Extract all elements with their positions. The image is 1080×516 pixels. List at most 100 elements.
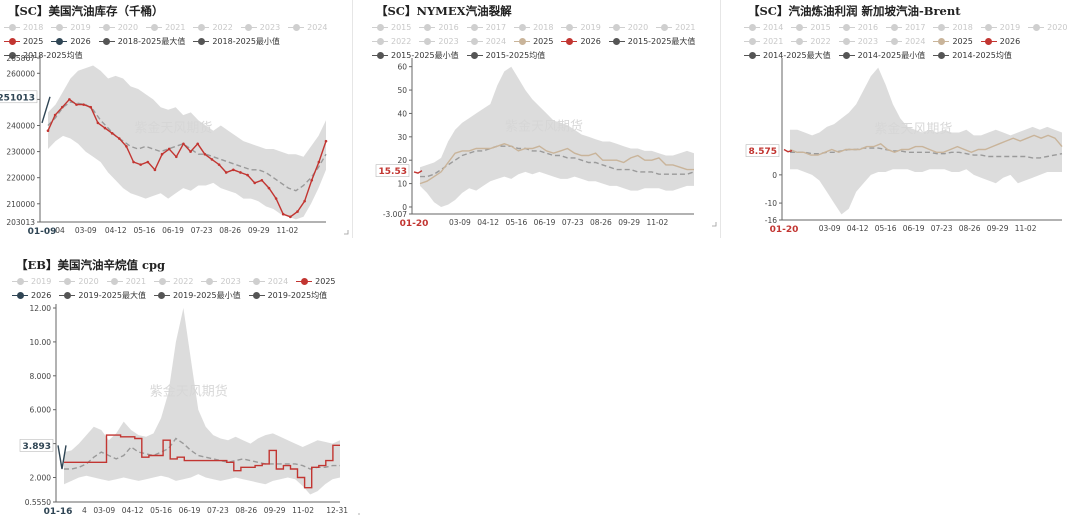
series-2025-point [82,103,85,106]
x-tick-label: 04-12 [477,218,499,227]
legend-item[interactable]: 2019 [980,21,1020,35]
legend-item[interactable]: 2019-2025最大值 [59,289,146,303]
y-tick-label: 0.5550 [25,498,51,507]
legend-item[interactable]: 2026 [12,289,51,303]
legend-label: 2016 [438,23,459,32]
legend-item[interactable]: 2018-2025均值 [4,49,83,63]
legend-item[interactable]: 2020 [608,21,648,35]
legend-label: 2020 [78,277,99,286]
legend-item[interactable]: 2015-2025最大值 [608,35,695,49]
series-2025-point [260,178,264,182]
legend-item[interactable]: 2019-2025最小值 [153,289,241,303]
chart-legend[interactable]: 2015 2016 2017 2018 2019 2020 2021 2022 2023 2024… [372,21,717,63]
legend-item[interactable]: 2024 [248,275,288,289]
legend-item[interactable]: 2024 [288,21,328,35]
legend-marker [1028,24,1045,32]
legend-item[interactable]: 2023 [240,21,280,35]
legend-item[interactable]: 2021 [146,21,185,35]
legend-item[interactable]: 2023 [838,35,878,49]
legend-item[interactable]: 2019 [561,21,601,35]
legend-item[interactable]: 2026 [51,35,91,49]
chart-legend[interactable]: 2014 2015 2016 2017 2018 2019 2020 2021 2022 2023… [744,21,1080,63]
legend-item[interactable]: 2014 [744,21,783,35]
legend-marker [791,38,808,46]
legend-item[interactable]: 2021 [106,275,146,289]
legend-item[interactable]: 2018-2025最小值 [193,35,280,49]
panel-divider [720,0,721,238]
legend-marker [51,24,68,32]
legend-item[interactable]: 2020 [1028,21,1068,35]
x-tick-label: 09-29 [987,224,1009,233]
legend-marker [59,278,76,286]
legend-item[interactable]: 2019-2025均值 [248,289,327,303]
legend-item[interactable]: 2019 [51,21,91,35]
series-2025-point [182,142,185,146]
chart-legend[interactable]: 2018 2019 2020 2021 2022 2023 2024 2025 2026 2018… [4,21,344,63]
x-tick-label: 06-19 [903,224,925,233]
legend-item[interactable]: 2018 [933,21,973,35]
legend-item[interactable]: 2020 [98,21,138,35]
legend-item[interactable]: 2022 [193,21,233,35]
legend-item[interactable]: 2020 [59,275,99,289]
legend-marker [838,24,855,32]
x-tick-label: 06-19 [162,226,184,235]
series-2025-point [110,132,114,135]
y-tick-label: 240000 [6,121,35,130]
series-2025-point [89,105,93,109]
legend-item[interactable]: 2022 [154,275,193,289]
series-2025-point [75,103,78,106]
legend-item[interactable]: 2025 [296,275,336,289]
legend-item[interactable]: 2016 [838,21,878,35]
y-tick-label: -10 [765,199,777,208]
legend-item[interactable]: 2015-2025最小值 [372,49,459,63]
chart-legend[interactable]: 2019 2020 2021 2022 2023 2024 2025 2026 2019-202… [12,275,357,303]
legend-item[interactable]: 2014-2025均值 [933,49,1012,63]
resize-handle [712,222,717,227]
x-tick-label: 09-29 [618,218,640,227]
x-tick-label: 04 [55,226,65,235]
legend-item[interactable]: 2018 [4,21,43,35]
legend-item[interactable]: 2021 [744,35,783,49]
legend-item[interactable]: 2018-2025最大值 [98,35,185,49]
y-tick-label: 8.000 [30,372,52,381]
chart-title: 【SC】汽油炼油利润 新加坡汽油-Brent [748,4,961,18]
x-tick-label: 11-02 [1015,224,1037,233]
legend-item[interactable]: 2026 [980,35,1020,49]
legend-marker [4,24,20,32]
series-2025-point [324,139,328,143]
chart-title: 【SC】NYMEX汽油裂解 [376,4,512,18]
legend-item[interactable]: 2026 [561,35,601,49]
legend-item[interactable]: 2015 [791,21,831,35]
series-2025-line [789,134,1063,156]
series-2026-line [41,96,51,124]
legend-marker [193,24,210,32]
legend-marker [514,24,531,32]
legend-marker [886,38,903,46]
legend-item[interactable]: 2024 [466,35,506,49]
legend-item[interactable]: 2017 [466,21,506,35]
legend-item[interactable]: 2018 [514,21,553,35]
legend-item[interactable]: 2017 [886,21,925,35]
legend-item[interactable]: 2019 [12,275,51,289]
legend-item[interactable]: 2016 [419,21,459,35]
legend-item[interactable]: 2025 [933,35,973,49]
chart-panel-us-gasoline-inventory: 【SC】美国汽油库存（千桶） 2018 2019 2020 2021 2022 2023 2… [0,0,352,238]
legend-item[interactable]: 2021 [656,21,696,35]
legend-item[interactable]: 2014-2025最小值 [838,49,925,63]
legend-item[interactable]: 2024 [886,35,925,49]
legend-item[interactable]: 2023 [419,35,459,49]
series-2025-point [310,178,314,182]
legend-item[interactable]: 2022 [372,35,411,49]
legend-item[interactable]: 2025 [4,35,43,49]
y-tick-label: 203013 [6,218,35,227]
series-2025-point [289,215,292,219]
legend-item[interactable]: 2015 [372,21,411,35]
current-value-label: 3.893 [23,442,51,452]
legend-item[interactable]: 2014-2025最大值 [744,49,831,63]
legend-item[interactable]: 2022 [791,35,831,49]
legend-item[interactable]: 2015-2025均值 [466,49,545,63]
legend-item[interactable]: 2025 [514,35,553,49]
y-tick-label: 210000 [6,200,35,209]
legend-label: 2023 [220,277,241,286]
legend-item[interactable]: 2023 [201,275,241,289]
